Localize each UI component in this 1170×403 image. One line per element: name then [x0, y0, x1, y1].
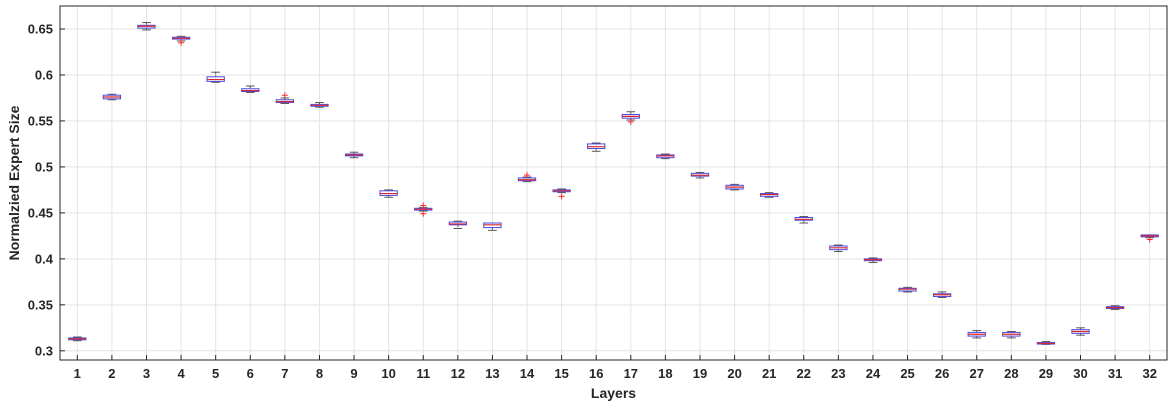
box-layer-5	[206, 71, 225, 83]
box-layer-32	[1140, 234, 1159, 243]
x-tick-label: 28	[1004, 366, 1018, 381]
box-layer-25	[898, 286, 917, 293]
x-tick-label: 3	[143, 366, 150, 381]
outlier-marker	[281, 92, 288, 99]
boxes	[68, 22, 1159, 345]
box-layer-8	[310, 102, 329, 108]
y-axis-label: Normalzied Expert Size	[6, 105, 22, 260]
box-layer-23	[829, 244, 848, 253]
plot-frame	[59, 5, 1168, 361]
box-layer-2	[102, 93, 122, 101]
x-tick-label: 32	[1142, 366, 1156, 381]
outlier-marker	[524, 172, 531, 179]
ticks: 0.30.350.40.450.50.550.60.651 2 3 4 5 6 7 8 9 10 1…	[28, 21, 1157, 381]
x-tick-label: 16	[589, 366, 603, 381]
box-layer-24	[863, 257, 883, 264]
y-tick-label: 0.4	[35, 251, 54, 266]
box-layer-7	[275, 92, 295, 104]
outlier-marker	[558, 193, 565, 200]
x-tick-label: 19	[693, 366, 707, 381]
y-tick-label: 0.55	[28, 113, 53, 128]
x-tick-label: 20	[727, 366, 741, 381]
x-tick-label: 4	[177, 366, 185, 381]
box-layer-21	[760, 192, 779, 198]
box-layer-30	[1071, 327, 1090, 336]
x-tick-label: 26	[935, 366, 949, 381]
x-tick-label: 17	[624, 366, 638, 381]
y-tick-label: 0.6	[35, 67, 53, 82]
x-tick-label: 10	[381, 366, 395, 381]
x-tick-label: 11	[416, 366, 430, 381]
x-tick-label: 8	[316, 366, 323, 381]
y-tick-label: 0.65	[28, 21, 53, 36]
box-layer-12	[448, 220, 467, 230]
x-tick-label: 30	[1073, 366, 1087, 381]
box-layer-29	[1036, 341, 1056, 345]
box-layer-11	[414, 202, 433, 217]
box-layer-17	[621, 111, 640, 125]
x-tick-label: 6	[247, 366, 254, 381]
box-layer-26	[932, 291, 952, 298]
box-layer-28	[1002, 330, 1021, 339]
box-layer-27	[967, 330, 986, 339]
x-tick-label: 7	[281, 366, 288, 381]
x-tick-label: 14	[520, 366, 535, 381]
box-layer-16	[587, 142, 606, 152]
box-layer-15	[552, 188, 571, 200]
y-tick-label: 0.5	[35, 159, 53, 174]
box-layer-4	[171, 35, 191, 46]
x-tick-label: 18	[658, 366, 672, 381]
box-layer-1	[68, 336, 87, 342]
x-tick-label: 13	[485, 366, 499, 381]
outlier-marker	[627, 118, 634, 125]
x-tick-label: 21	[762, 366, 776, 381]
outlier-marker	[178, 39, 185, 46]
box-layer-19	[690, 171, 710, 179]
x-tick-label: 25	[900, 366, 914, 381]
box-layer-31	[1105, 305, 1125, 310]
outlier-marker	[420, 210, 427, 217]
box-layer-22	[794, 216, 813, 224]
box-layer-6	[241, 85, 260, 93]
x-tick-label: 31	[1108, 366, 1122, 381]
box-layer-18	[656, 153, 675, 160]
x-tick-label: 2	[108, 366, 115, 381]
x-tick-label: 22	[797, 366, 811, 381]
box-layer-9	[344, 151, 364, 159]
x-tick-label: 29	[1039, 366, 1053, 381]
y-tick-label: 0.3	[35, 343, 53, 358]
x-tick-label: 1	[74, 366, 81, 381]
grid	[60, 6, 1167, 360]
outlier-marker	[420, 202, 427, 209]
x-axis-label: Layers	[591, 385, 636, 401]
x-tick-label: 15	[554, 366, 568, 381]
x-tick-label: 12	[451, 366, 465, 381]
x-tick-label: 9	[350, 366, 357, 381]
outlier-marker	[1146, 236, 1153, 243]
box-layer-10	[379, 189, 398, 198]
x-tick-label: 23	[831, 366, 845, 381]
x-tick-label: 5	[212, 366, 219, 381]
box-layer-3	[137, 22, 156, 31]
box-layer-20	[725, 183, 744, 191]
x-tick-label: 24	[866, 366, 881, 381]
box-layer-14	[517, 172, 537, 183]
x-tick-label: 27	[970, 366, 984, 381]
box-layer-13	[483, 222, 502, 231]
y-tick-label: 0.35	[28, 297, 53, 312]
y-tick-label: 0.45	[28, 205, 53, 220]
